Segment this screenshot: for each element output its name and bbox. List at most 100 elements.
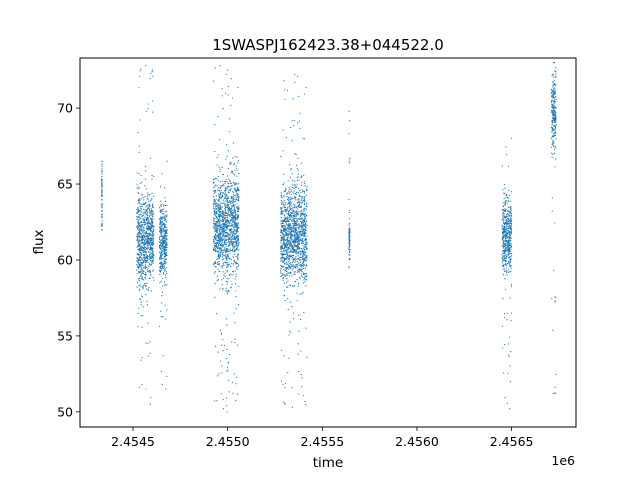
data-point (306, 257, 308, 259)
data-point (348, 234, 351, 236)
data-point (229, 161, 232, 163)
data-point (214, 271, 217, 273)
data-point (552, 107, 554, 109)
data-point (234, 238, 236, 240)
data-point (147, 242, 149, 244)
data-point (290, 271, 292, 273)
data-point (160, 257, 162, 259)
data-point (555, 71, 557, 73)
data-point (228, 263, 230, 265)
data-point (234, 211, 236, 214)
data-point (226, 254, 228, 256)
data-point (229, 353, 231, 356)
data-point (297, 353, 299, 355)
data-point (145, 206, 147, 208)
data-point (509, 231, 511, 233)
data-point (509, 242, 512, 244)
data-point (142, 267, 144, 269)
data-point (288, 201, 290, 203)
data-point (293, 219, 295, 221)
data-point (504, 208, 506, 210)
data-point (283, 199, 285, 201)
data-point (137, 312, 139, 315)
data-point (510, 213, 512, 215)
data-point (231, 212, 233, 214)
data-point (221, 365, 223, 367)
data-point (148, 200, 150, 202)
data-point (552, 127, 554, 130)
data-point (142, 217, 144, 219)
data-point (158, 241, 161, 243)
data-point (233, 183, 236, 185)
data-point (162, 316, 164, 318)
data-point (291, 254, 293, 256)
data-point (296, 211, 298, 213)
data-point (217, 179, 219, 181)
data-point (140, 359, 142, 361)
data-point (292, 267, 294, 269)
data-point (288, 272, 290, 274)
data-point (298, 258, 300, 260)
data-point (145, 253, 147, 256)
data-point (510, 225, 512, 227)
data-point (163, 240, 165, 242)
data-point (306, 190, 308, 192)
data-point (101, 179, 103, 182)
data-point (301, 222, 303, 225)
data-point (227, 69, 229, 71)
data-point (142, 272, 145, 274)
data-point (217, 187, 220, 189)
data-point (138, 262, 140, 264)
data-point (304, 182, 306, 184)
data-point (227, 210, 230, 212)
data-point (140, 174, 142, 177)
data-point (228, 185, 230, 187)
data-point (238, 227, 240, 229)
data-point (554, 147, 556, 149)
data-point (226, 199, 228, 201)
data-point (164, 283, 166, 285)
data-point (137, 252, 139, 255)
data-point (504, 222, 506, 225)
data-point (286, 271, 288, 273)
data-point (289, 218, 292, 220)
data-point (282, 273, 284, 275)
data-point (166, 232, 168, 235)
data-point (147, 192, 149, 194)
data-point (226, 155, 228, 158)
data-point (290, 250, 292, 252)
data-point (160, 224, 162, 227)
data-point (215, 213, 217, 215)
data-point (214, 201, 216, 203)
data-point (140, 285, 142, 288)
data-point (226, 283, 228, 285)
data-point (137, 254, 139, 256)
data-point (217, 199, 219, 201)
data-point (290, 230, 292, 232)
data-point (164, 260, 166, 263)
data-point (144, 166, 147, 168)
data-point (136, 224, 138, 226)
data-point (289, 164, 291, 166)
data-point (145, 275, 147, 277)
data-point (226, 257, 228, 259)
data-point (554, 90, 556, 92)
data-point (508, 256, 510, 259)
data-point (237, 256, 239, 258)
data-point (507, 262, 509, 264)
data-point (504, 216, 506, 218)
data-point (222, 249, 224, 251)
data-point (300, 263, 302, 266)
data-point (238, 189, 240, 191)
data-point (218, 175, 220, 178)
data-point (349, 230, 351, 232)
data-point (302, 241, 304, 243)
data-point (223, 344, 226, 347)
data-point (294, 260, 296, 262)
data-point (552, 140, 554, 142)
data-point (166, 243, 168, 245)
data-point (226, 293, 229, 295)
data-point (220, 189, 222, 192)
data-point (282, 201, 284, 203)
data-point (223, 254, 225, 257)
